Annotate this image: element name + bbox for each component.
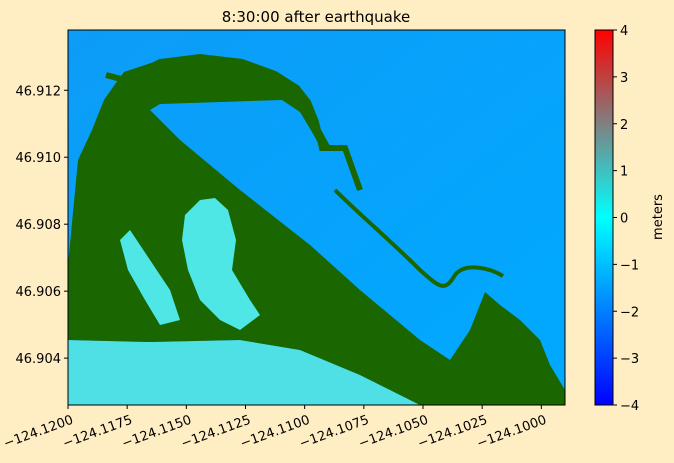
colorbar-tick-label: 3 (620, 71, 628, 86)
colorbar-tick-label: −1 (620, 258, 639, 273)
colorbar-tick-label: −2 (620, 305, 639, 320)
y-tick-label: 46.904 (16, 352, 62, 367)
y-axis: 46.904 46.906 46.908 46.910 46.912 (16, 84, 68, 367)
colorbar-tick-label: −4 (620, 399, 639, 414)
y-tick-label: 46.908 (16, 218, 62, 233)
x-axis: −124.1200−124.1175−124.1150−124.1125−124… (2, 405, 549, 452)
colorbar-tick-label: 1 (620, 165, 628, 180)
colorbar-ticks: 4 3 2 1 0 −1 −2 −3 −4 (613, 24, 639, 414)
colorbar-tick-label: 2 (620, 118, 628, 133)
colorbar-tick-label: −3 (620, 352, 639, 367)
colorbar-tick-label: 0 (620, 212, 628, 227)
colorbar-tick-label: 4 (620, 24, 628, 39)
flooded-interior (182, 198, 260, 330)
chart-title: 8:30:00 after earthquake (222, 8, 410, 26)
flooded-shallow-area (68, 340, 420, 405)
breakwater-north (105, 53, 363, 192)
y-tick-label: 46.910 (16, 151, 62, 166)
plot-frame (67, 29, 566, 406)
plot-area (68, 30, 565, 405)
y-tick-label: 46.906 (16, 285, 62, 300)
colorbar-gradient (594, 29, 614, 406)
flooded-interior-strip (120, 230, 180, 325)
y-tick-label: 46.912 (16, 84, 62, 99)
colorbar: 4 3 2 1 0 −1 −2 −3 −4 meters (594, 24, 666, 414)
jetty (333, 188, 505, 288)
land-mass (68, 55, 565, 405)
colorbar-label: meters (651, 194, 666, 240)
